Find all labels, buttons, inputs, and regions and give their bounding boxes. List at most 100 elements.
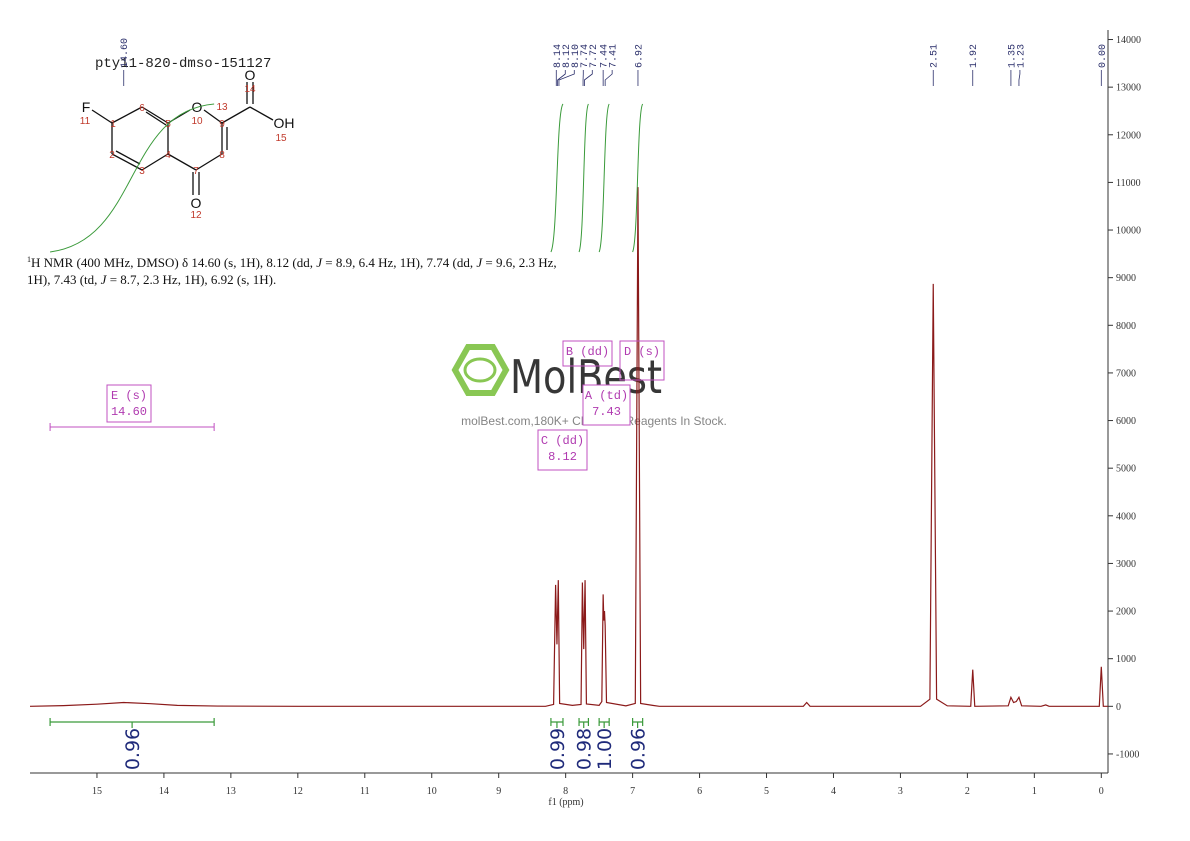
atom-label: O <box>191 195 202 211</box>
peak-label: 7.74 <box>580 44 591 68</box>
peak-leader <box>558 70 575 86</box>
peak-label: 1.23 <box>1016 44 1027 68</box>
y-tick-label: 10000 <box>1116 226 1141 237</box>
x-tick-label: 14 <box>159 786 169 797</box>
nmr-description: 1H NMR (400 MHz, DMSO) δ 14.60 (s, 1H), … <box>27 255 557 270</box>
y-tick-label: 13000 <box>1116 83 1141 94</box>
atom-number: 9 <box>219 119 225 130</box>
x-tick-label: 5 <box>764 786 769 797</box>
x-tick-label: 2 <box>965 786 970 797</box>
y-tick-label: 7000 <box>1116 368 1136 379</box>
peak-label: 8.14 <box>553 44 564 68</box>
atom-label: OH <box>274 115 295 131</box>
text: 1H), 7.43 (td, <box>27 272 101 287</box>
multiplet-shift: 7.43 <box>592 405 621 419</box>
peak-leader <box>557 70 566 86</box>
x-tick-label: 12 <box>293 786 303 797</box>
superscript: 1 <box>27 255 31 264</box>
text: J <box>101 272 108 287</box>
multiplet-name: B (dd) <box>566 345 609 359</box>
multiplet-box <box>537 429 588 471</box>
spectrum-line <box>29 187 1108 707</box>
peak-label: 0.00 <box>1098 44 1109 68</box>
peak-leader <box>604 70 613 86</box>
multiplet-name: C (dd) <box>541 434 584 448</box>
x-tick-label: 4 <box>831 786 836 797</box>
y-tick-label: 6000 <box>1116 416 1136 427</box>
atom-label: O <box>245 67 256 83</box>
y-tick-label: 0 <box>1116 702 1121 713</box>
peak-label: 8.10 <box>571 44 582 68</box>
text: H NMR (400 MHz, DMSO) δ 14.60 (s, 1H), 8… <box>31 255 316 270</box>
y-tick-label: 14000 <box>1116 35 1141 46</box>
molecule-bonds <box>91 82 274 195</box>
y-tick-label: 5000 <box>1116 464 1136 475</box>
y-tick-label: 1000 <box>1116 654 1136 665</box>
x-tick-label: 9 <box>496 786 501 797</box>
integral-curve <box>632 103 644 253</box>
integral-value: 0.98 <box>574 728 596 770</box>
y-tick-label: 4000 <box>1116 511 1136 522</box>
text: = 8.9, 6.4 Hz, 1H), 7.74 (dd, <box>322 255 476 270</box>
multiplet-name: A (td) <box>585 389 628 403</box>
x-tick-label: 7 <box>630 786 635 797</box>
peak-leader <box>1018 70 1021 86</box>
integral: 1.00 <box>594 103 616 770</box>
integral-bar <box>578 718 590 728</box>
atom-number: 8 <box>219 150 225 161</box>
integral-curve <box>598 103 610 253</box>
integral-bar <box>598 718 610 728</box>
atom-number: 15 <box>275 133 287 144</box>
x-tick-label: 3 <box>898 786 903 797</box>
text: = 9.6, 2.3 Hz, <box>482 255 557 270</box>
multiplet-box <box>582 384 631 426</box>
text: J <box>476 255 483 270</box>
peak-label: 7.72 <box>589 44 600 68</box>
y-tick-label: 2000 <box>1116 607 1136 618</box>
x-tick-label: 8 <box>563 786 568 797</box>
text: = 8.7, 2.3 Hz, 1H), 6.92 (s, 1H). <box>106 272 276 287</box>
x-tick-label: 10 <box>427 786 437 797</box>
peak-label: 1.92 <box>969 44 980 68</box>
multiplet-box <box>106 384 152 423</box>
atom-number: 6 <box>139 103 145 114</box>
multiplet-range <box>49 423 215 431</box>
atom-number: 13 <box>216 102 228 113</box>
multiplet-box <box>562 340 613 367</box>
x-tick-label: 6 <box>697 786 702 797</box>
x-tick-label: 15 <box>92 786 102 797</box>
integral-value: 0.96 <box>628 728 650 770</box>
x-tick-label: 13 <box>226 786 236 797</box>
multiplet-shift: 8.12 <box>548 450 577 464</box>
integral-curve <box>550 103 564 253</box>
atom-number: 1 <box>110 119 116 130</box>
y-tick-label: 9000 <box>1116 273 1136 284</box>
text: J <box>316 255 323 270</box>
peak-label: 14.60 <box>120 38 131 68</box>
y-tick-label: 12000 <box>1116 130 1141 141</box>
peak-label: 8.12 <box>562 44 573 68</box>
peak-leader <box>584 70 593 86</box>
y-tick-label: 3000 <box>1116 559 1136 570</box>
integral-bar <box>550 718 564 728</box>
integral-bar <box>49 718 215 728</box>
multiplet-box <box>619 340 665 381</box>
integral: 0.96 <box>49 103 215 770</box>
nmr-description: 1H), 7.43 (td, J = 8.7, 2.3 Hz, 1H), 6.9… <box>27 272 276 287</box>
atom-label: F <box>82 99 91 115</box>
x-tick-label: 1 <box>1032 786 1037 797</box>
atom-number: 12 <box>190 210 202 221</box>
multiplet-shift: 14.60 <box>111 405 147 419</box>
atom-number: 11 <box>80 116 91 127</box>
integral-curve <box>50 103 215 253</box>
x-tick-label: 0 <box>1099 786 1104 797</box>
spectrum-title: pty11-820-dmso-151127 <box>95 56 271 72</box>
integral-bar <box>632 718 644 728</box>
atom-number: 2 <box>109 150 115 161</box>
x-axis-label: f1 (ppm) <box>548 797 583 808</box>
integral-value: 0.99 <box>547 728 569 770</box>
integral: 0.99 <box>547 103 569 770</box>
integral-value: 0.96 <box>122 728 144 770</box>
y-tick-label: 11000 <box>1116 178 1141 189</box>
peak-label: 7.41 <box>609 44 620 68</box>
